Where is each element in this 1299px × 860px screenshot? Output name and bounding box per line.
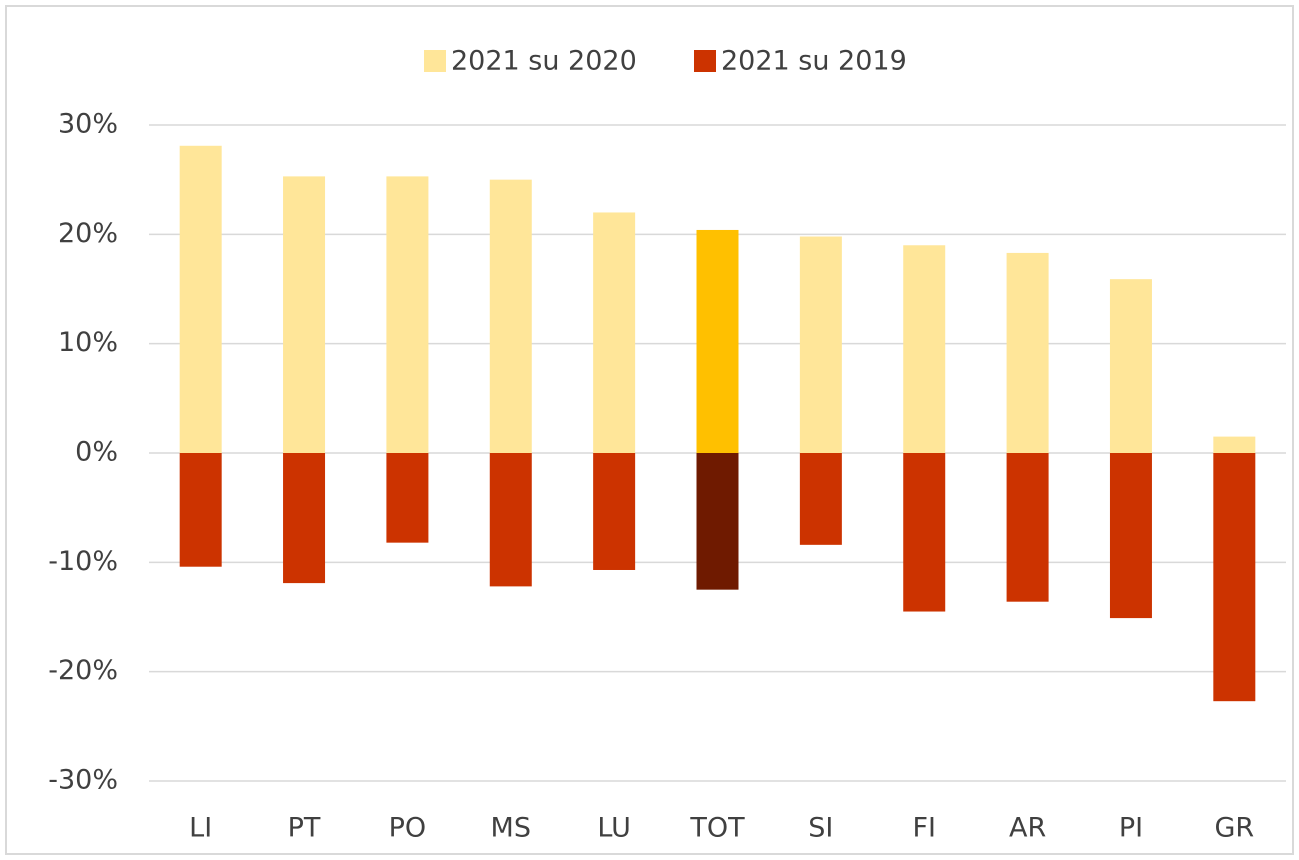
bar [593, 212, 636, 453]
bar [283, 176, 326, 454]
y-tick-label: 20% [58, 218, 118, 249]
x-tick-label: MS [491, 813, 531, 844]
bar [903, 245, 946, 453]
y-tick-label: 10% [58, 327, 118, 358]
x-tick-label: LU [597, 813, 630, 844]
x-tick-label: PT [288, 813, 321, 844]
bar [489, 179, 532, 453]
bar [1006, 453, 1049, 602]
y-tick-label: 0% [75, 437, 118, 468]
y-tick-label: -10% [48, 546, 118, 577]
x-tick-label: TOT [689, 813, 745, 844]
x-tick-label: FI [912, 813, 936, 844]
bar [593, 453, 636, 570]
y-tick-label: -20% [48, 655, 118, 686]
bar [903, 453, 946, 612]
x-tick-label: GR [1214, 813, 1254, 844]
legend-swatch [694, 50, 716, 72]
x-tick-label: SI [808, 813, 833, 844]
legend-swatch [424, 50, 446, 72]
bar [489, 453, 532, 587]
y-tick-label: 30% [58, 109, 118, 140]
legend-label: 2021 su 2019 [721, 46, 907, 77]
legend-label: 2021 su 2020 [451, 46, 637, 77]
bar [1109, 453, 1152, 619]
bar [1109, 279, 1152, 453]
bar [696, 229, 739, 453]
bar [179, 145, 222, 454]
bar [696, 453, 739, 590]
bar [386, 453, 429, 543]
bar [1006, 252, 1049, 453]
x-tick-label: LI [189, 813, 212, 844]
bar [283, 453, 326, 584]
x-tick-label: PI [1119, 813, 1143, 844]
bar [179, 453, 222, 567]
bar [386, 176, 429, 454]
bar [799, 453, 842, 545]
x-tick-label: AR [1009, 813, 1046, 844]
x-tick-label: PO [389, 813, 427, 844]
bar [1213, 436, 1256, 453]
bar [799, 236, 842, 453]
bar [1213, 453, 1256, 702]
y-tick-label: -30% [48, 765, 118, 796]
